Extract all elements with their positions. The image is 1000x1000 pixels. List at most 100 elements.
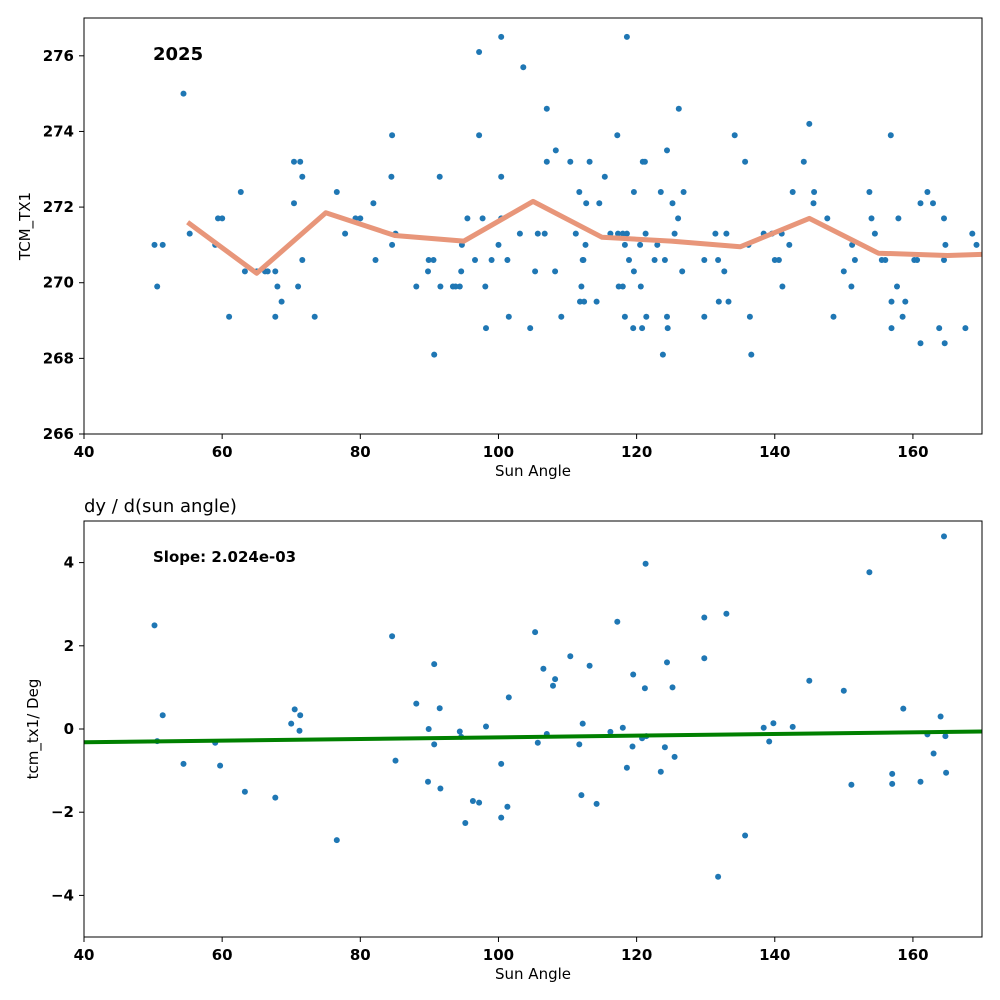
bottom-data-point	[437, 785, 444, 792]
top-y-tick-label: 272	[43, 198, 74, 216]
bottom-data-point	[789, 723, 796, 730]
bottom-y-tick-label: −4	[51, 886, 74, 904]
top-data-point	[357, 215, 364, 222]
bottom-data-point	[291, 706, 298, 713]
bottom-data-point	[619, 724, 626, 731]
top-data-point	[372, 257, 379, 263]
top-data-point	[639, 325, 646, 332]
bottom-data-point	[941, 533, 947, 540]
top-data-point	[771, 257, 778, 263]
bottom-data-point	[760, 724, 767, 731]
bottom-data-point	[723, 610, 730, 617]
bottom-x-axis-ticks: 40 60 80 100 120 140 160	[74, 937, 929, 964]
bottom-x-tick-label: 100	[483, 946, 514, 964]
top-data-point	[779, 283, 786, 290]
top-data-point	[619, 283, 626, 290]
top-data-point	[495, 241, 502, 248]
top-data-point	[941, 340, 948, 347]
bottom-data-point	[483, 723, 489, 730]
bottom-data-point	[476, 799, 483, 806]
bottom-data-point	[593, 800, 600, 807]
top-data-point	[654, 241, 661, 248]
top-data-point	[180, 90, 187, 97]
top-data-point	[840, 268, 847, 275]
bottom-data-point	[534, 739, 541, 746]
top-data-point	[516, 230, 523, 237]
bottom-y-axis-label: tcm_tx1/ Deg	[24, 679, 43, 780]
bottom-data-point	[217, 762, 224, 769]
top-data-point	[552, 147, 559, 154]
top-data-point	[887, 132, 894, 139]
top-y-axis-ticks: 266 268 270 272 274 276	[43, 47, 84, 443]
top-data-point	[154, 283, 161, 290]
bottom-y-tick-label: 2	[64, 637, 74, 655]
top-data-point	[882, 257, 889, 263]
top-y-tick-label: 270	[43, 274, 74, 292]
top-data-point	[464, 215, 471, 222]
top-data-point	[456, 283, 463, 290]
bottom-data-point	[540, 665, 547, 672]
top-data-point	[237, 189, 244, 195]
top-data-point	[532, 268, 539, 275]
top-data-point	[458, 268, 465, 275]
top-data-point	[731, 132, 738, 139]
top-data-point	[930, 200, 936, 207]
top-data-point	[596, 200, 603, 207]
top-data-point	[159, 241, 166, 248]
bottom-data-point	[661, 744, 668, 751]
top-data-point	[541, 230, 548, 237]
top-data-point	[342, 230, 349, 237]
top-data-point	[621, 241, 628, 248]
top-data-point	[272, 313, 279, 320]
bottom-x-tick-label: 80	[350, 946, 371, 964]
top-data-point	[962, 325, 969, 332]
top-data-point	[389, 132, 396, 139]
top-data-point	[476, 49, 483, 55]
bottom-data-point	[630, 671, 637, 678]
top-data-point	[291, 200, 297, 207]
top-x-tick-label: 120	[621, 443, 652, 461]
bottom-data-point	[550, 682, 556, 689]
top-data-point	[272, 268, 279, 275]
bottom-x-tick-label: 160	[897, 946, 928, 964]
top-x-tick-label: 100	[483, 443, 514, 461]
top-data-point	[888, 325, 895, 332]
top-data-point	[848, 283, 855, 290]
top-data-point	[712, 230, 719, 237]
top-data-point	[578, 283, 585, 290]
bottom-data-point	[889, 770, 896, 777]
top-data-point	[186, 230, 193, 237]
top-data-point	[942, 241, 949, 248]
bottom-data-point	[413, 700, 420, 707]
bottom-data-point	[159, 712, 166, 719]
top-data-point	[888, 298, 895, 305]
top-data-point	[614, 132, 621, 139]
bottom-data-point	[436, 705, 443, 712]
top-data-point	[527, 325, 534, 332]
top-y-tick-label: 268	[43, 349, 74, 367]
top-data-point	[582, 241, 589, 248]
bottom-data-point	[498, 760, 505, 767]
bottom-data-point	[607, 728, 614, 735]
top-data-point	[914, 257, 921, 263]
top-annotation: 2025	[153, 44, 203, 65]
bottom-data-point	[504, 803, 511, 810]
top-data-point	[498, 33, 505, 40]
top-data-point	[941, 215, 947, 222]
top-data-point	[789, 189, 796, 195]
top-data-point	[643, 313, 650, 320]
top-data-point	[593, 298, 600, 305]
top-x-tick-label: 140	[759, 443, 790, 461]
bottom-data-point	[701, 614, 708, 621]
top-data-point	[476, 132, 483, 139]
top-x-tick-label: 60	[212, 443, 233, 461]
top-data-point	[388, 173, 395, 180]
top-data-point	[543, 105, 550, 112]
bottom-data-point	[296, 727, 303, 734]
bottom-data-point	[866, 569, 873, 576]
top-data-point	[437, 283, 444, 290]
top-data-point	[723, 230, 730, 237]
top-y-tick-label: 276	[43, 47, 74, 65]
top-data-point	[664, 147, 670, 154]
